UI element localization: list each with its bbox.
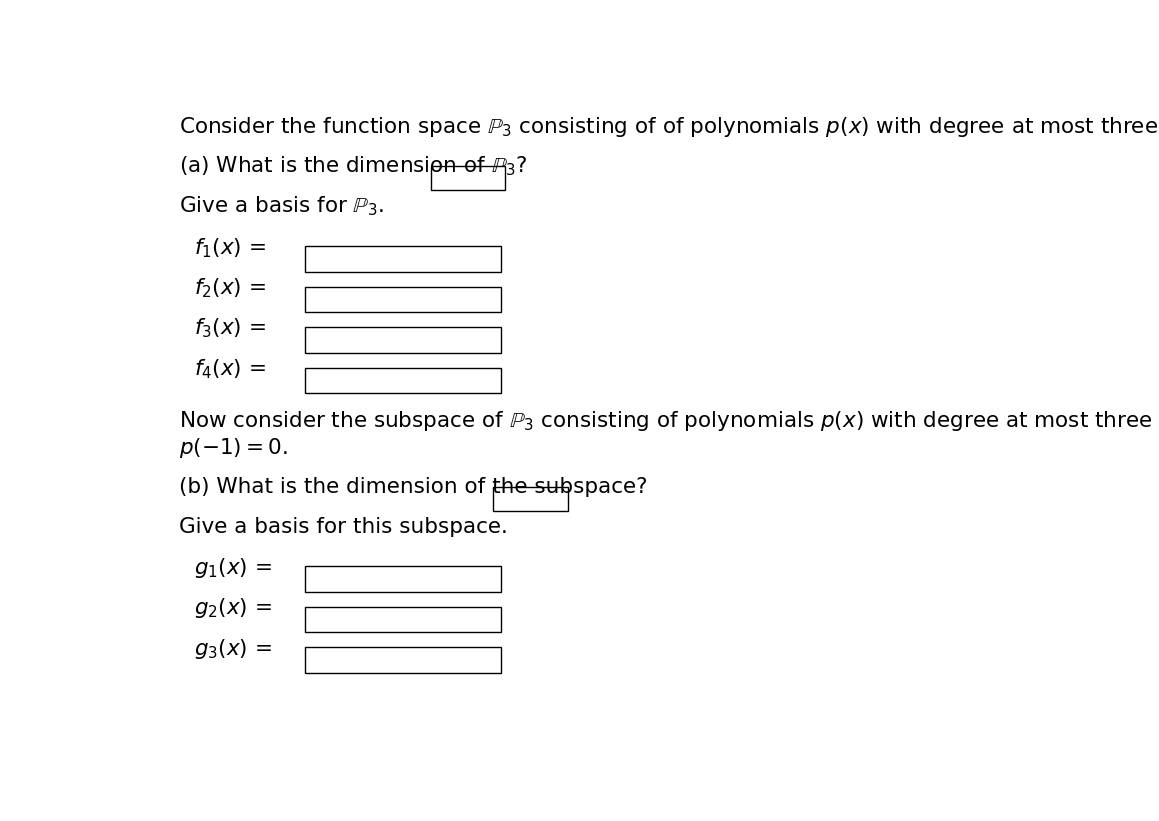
- Text: $g_2(x)$ =: $g_2(x)$ =: [195, 596, 272, 620]
- Text: $p(-1) = 0$.: $p(-1) = 0$.: [178, 436, 287, 460]
- Text: (b) What is the dimension of the subspace?: (b) What is the dimension of the subspac…: [178, 477, 648, 498]
- Text: Give a basis for this subspace.: Give a basis for this subspace.: [178, 517, 508, 537]
- Bar: [305, 647, 501, 672]
- Text: $f_3(x)$ =: $f_3(x)$ =: [195, 317, 267, 341]
- Text: $f_4(x)$ =: $f_4(x)$ =: [195, 357, 267, 381]
- Text: $f_2(x)$ =: $f_2(x)$ =: [195, 277, 267, 300]
- Text: (a) What is the dimension of $\mathbb{P}_3$?: (a) What is the dimension of $\mathbb{P}…: [178, 154, 527, 178]
- Bar: [305, 368, 501, 393]
- Text: Consider the function space $\mathbb{P}_3$ consisting of of polynomials $p(x)$ w: Consider the function space $\mathbb{P}_…: [178, 115, 1159, 139]
- Bar: [305, 566, 501, 592]
- Bar: [305, 607, 501, 632]
- Text: $g_1(x)$ =: $g_1(x)$ =: [195, 556, 272, 580]
- Text: Give a basis for $\mathbb{P}_3$.: Give a basis for $\mathbb{P}_3$.: [178, 195, 385, 218]
- Text: $f_1(x)$ =: $f_1(x)$ =: [195, 236, 267, 259]
- Bar: [305, 246, 501, 272]
- Bar: [430, 166, 505, 190]
- Bar: [494, 487, 568, 511]
- Bar: [305, 287, 501, 312]
- Text: $g_3(x)$ =: $g_3(x)$ =: [195, 636, 272, 661]
- Bar: [305, 328, 501, 353]
- Text: Now consider the subspace of $\mathbb{P}_3$ consisting of polynomials $p(x)$ wit: Now consider the subspace of $\mathbb{P}…: [178, 409, 1159, 433]
